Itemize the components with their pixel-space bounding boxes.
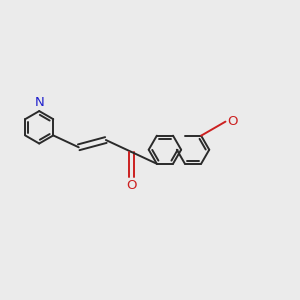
Text: O: O — [126, 179, 136, 192]
Text: O: O — [227, 115, 238, 128]
Text: N: N — [34, 96, 44, 109]
